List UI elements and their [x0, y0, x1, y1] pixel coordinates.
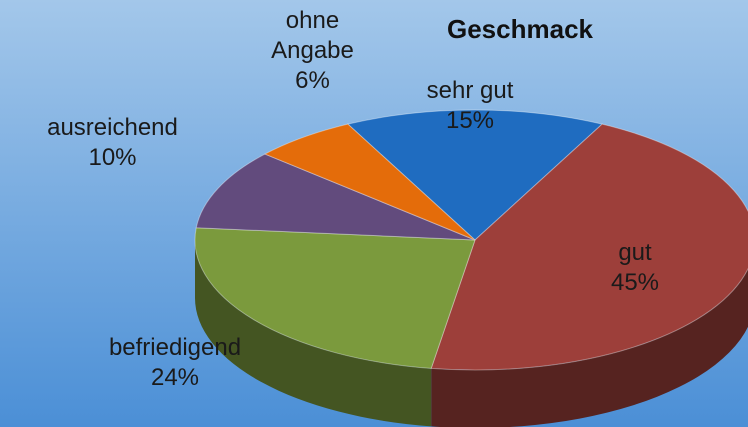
data-label: ausreichend 10%	[0, 113, 225, 173]
category-label: gut	[618, 239, 652, 266]
slice	[346, 109, 604, 241]
data-label: ohne Angabe 6%	[265, 6, 360, 96]
value-label: 6%	[295, 67, 330, 94]
data-label: befriedigend 24%	[60, 333, 290, 393]
data-label: gut 45%	[570, 238, 700, 298]
value-label: 10%	[88, 144, 137, 171]
category-label: ohne Angabe	[271, 7, 354, 64]
slice	[430, 123, 748, 371]
category-label: ausreichend	[47, 114, 178, 141]
value-label: 45%	[610, 269, 660, 296]
value-label: 15%	[445, 107, 495, 134]
slice	[263, 123, 476, 241]
chart-title: Geschmack	[447, 14, 593, 44]
slice	[195, 153, 476, 241]
category-label: sehr gut	[426, 77, 514, 104]
slice-side	[431, 268, 748, 427]
data-label: sehr gut 15%	[400, 76, 540, 136]
slice	[194, 227, 476, 369]
value-label: 24%	[150, 364, 200, 391]
category-label: befriedigend	[108, 334, 242, 361]
slice-side	[195, 240, 432, 427]
